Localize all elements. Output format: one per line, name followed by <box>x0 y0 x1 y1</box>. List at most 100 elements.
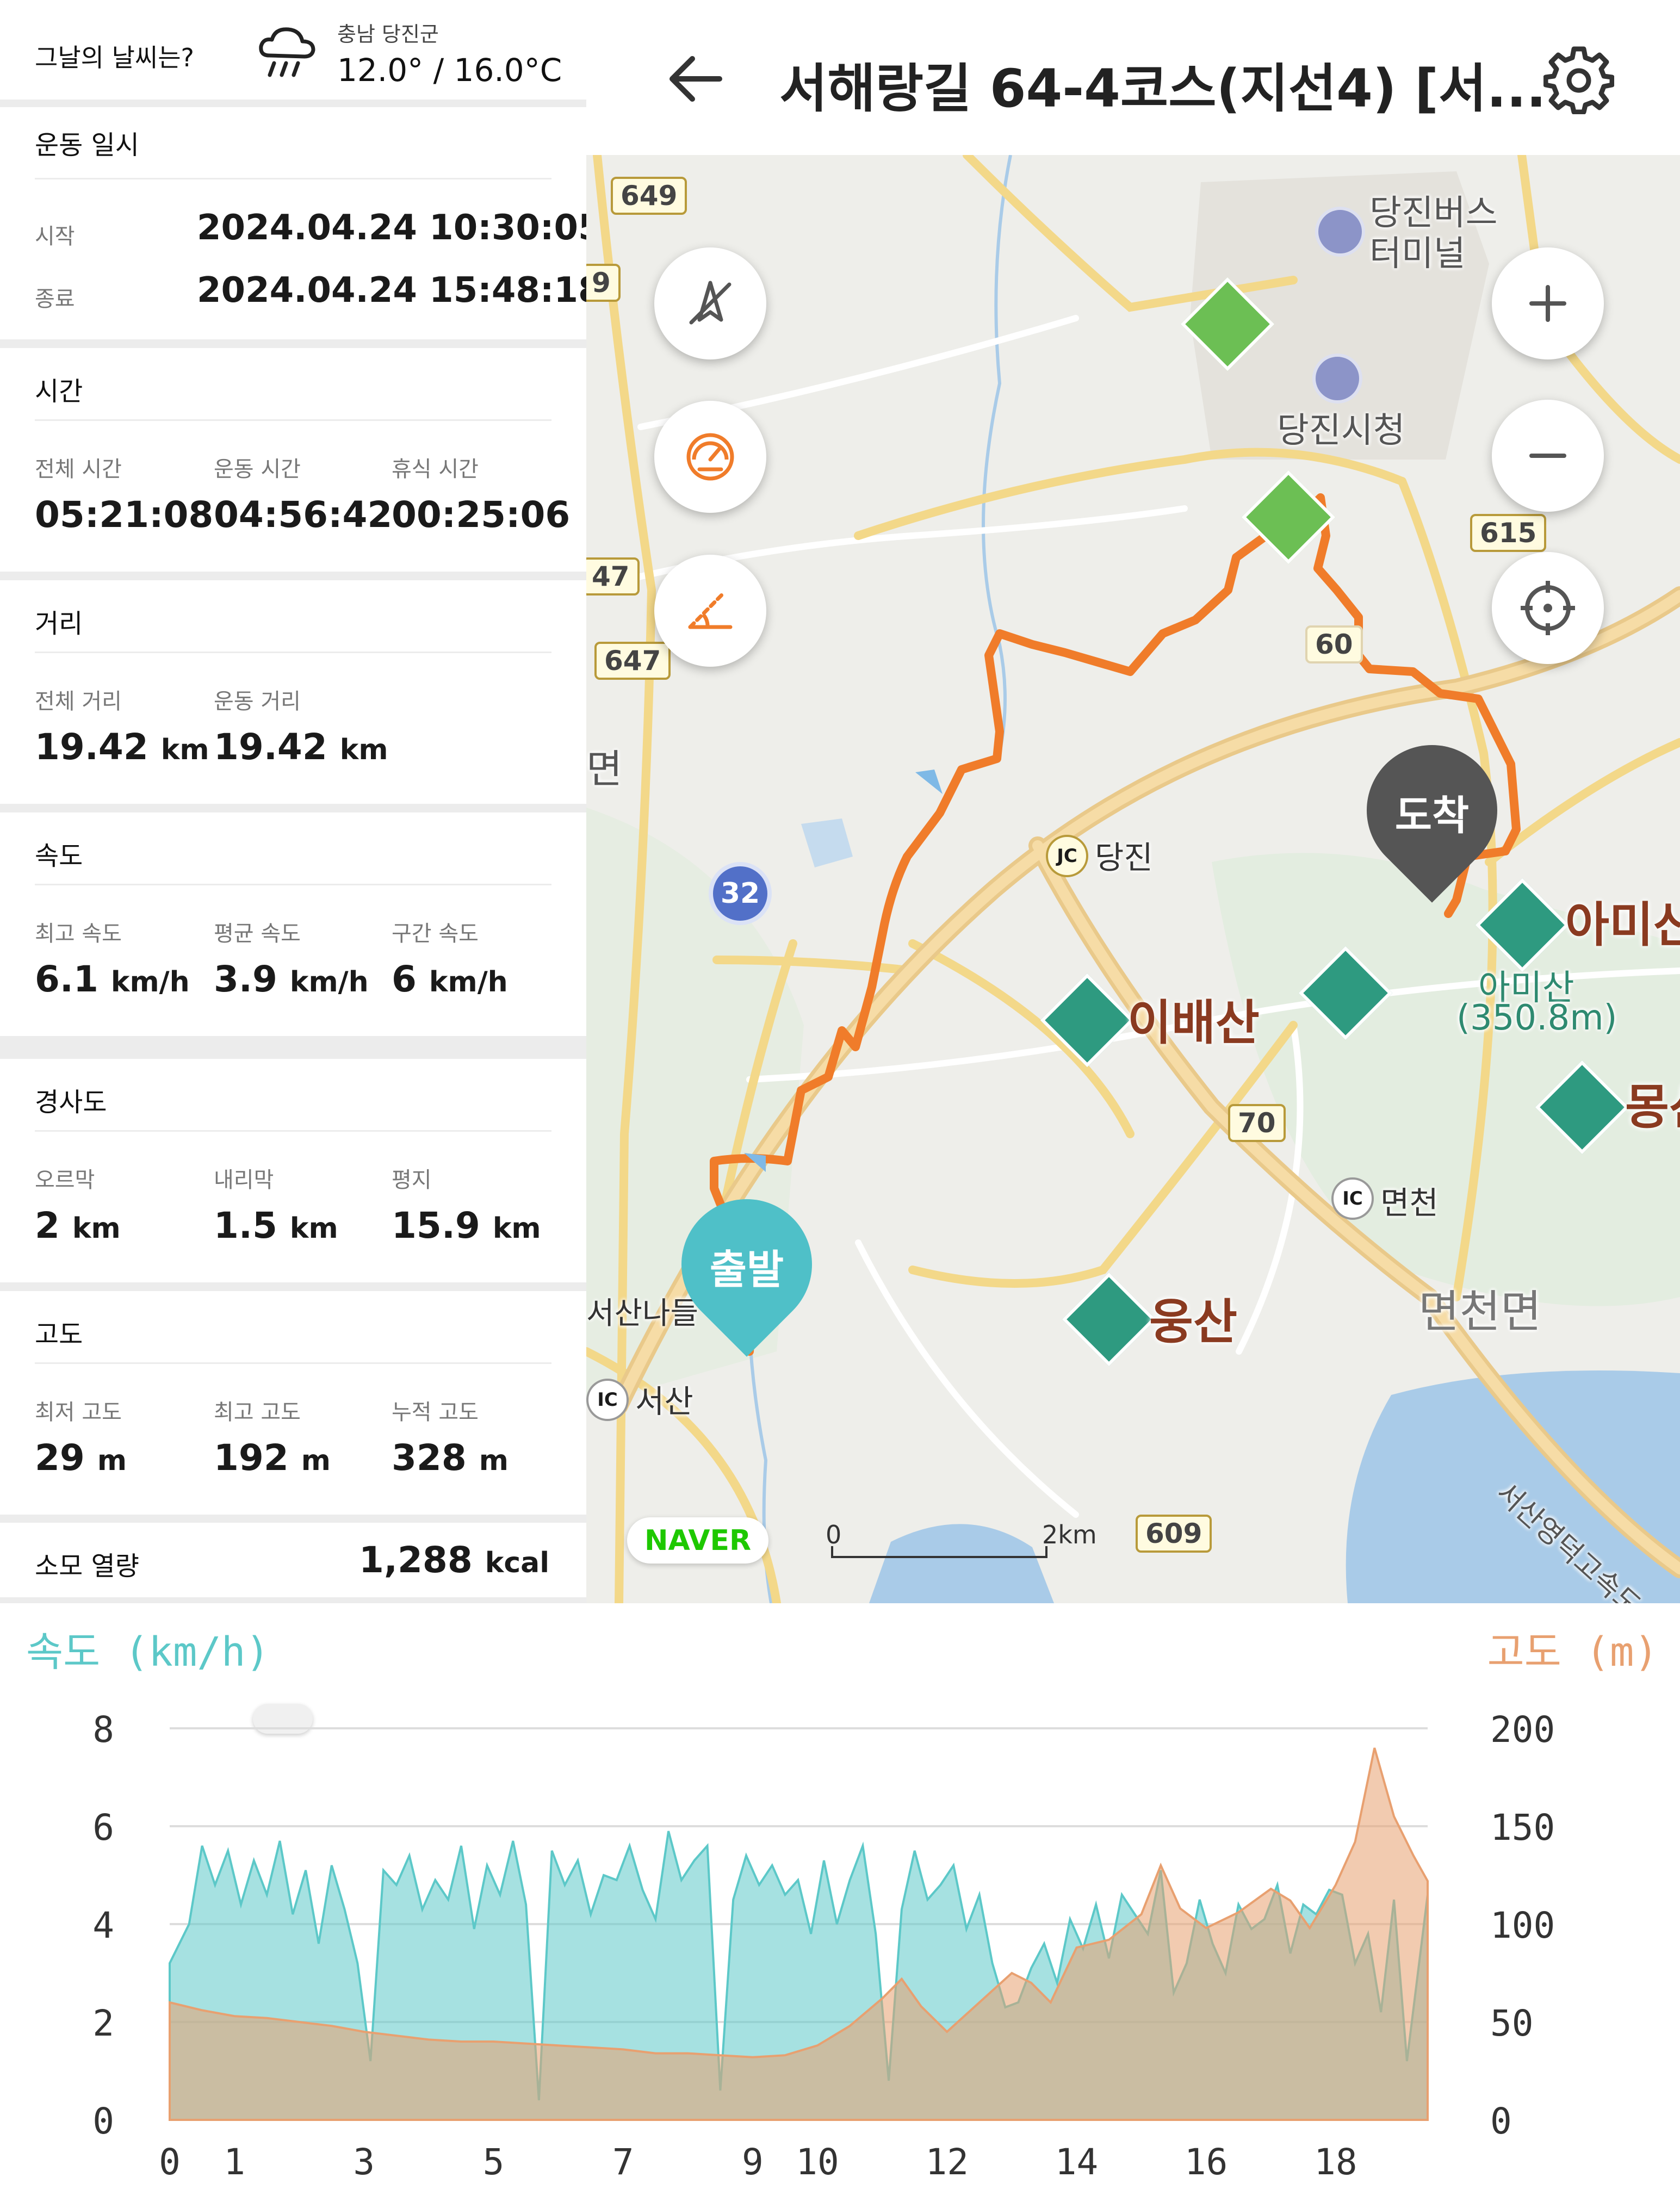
downhill-value: 1.5 km <box>214 1205 338 1246</box>
distance-title: 거리 <box>35 609 83 639</box>
mountain-amisan-sub: 아미산 <box>1478 968 1574 1008</box>
altitude-series-area <box>169 1747 1429 2121</box>
speedometer-icon <box>686 433 734 481</box>
cumulative-altitude-label: 누적 고도 <box>392 1400 479 1425</box>
x-tick-label: 1 <box>224 2141 245 2183</box>
max-speed-label: 최고 속도 <box>35 921 122 946</box>
moving-time-label: 운동 시간 <box>214 457 301 482</box>
zoom-out-button[interactable] <box>1492 400 1604 512</box>
altitude-title: 고도 <box>35 1319 83 1350</box>
weather-label: 그날의 날씨는? <box>35 43 194 72</box>
flat-label: 평지 <box>392 1168 432 1193</box>
place-dangjin: 당진 <box>1095 839 1153 876</box>
total-distance-label: 전체 거리 <box>35 689 122 714</box>
place-seosan: 서산 <box>635 1383 693 1420</box>
altitude-tick-label: 50 <box>1490 2002 1533 2044</box>
road-badge: 70 <box>1228 1104 1286 1142</box>
map-header: 서해랑길 64-4코스(지선4) [서... <box>586 0 1680 155</box>
speed-tick-label: 2 <box>92 2002 114 2044</box>
mountain-ungsan: 웅산 <box>1149 1294 1237 1350</box>
stats-panel: 그날의 날씨는? 충남 당진군 12.0° / 16.0°C 운동 일시 시작 … <box>0 0 603 1603</box>
locate-button[interactable] <box>1492 552 1604 664</box>
locate-icon <box>1521 581 1575 635</box>
calories-card: 소모 열량 1,288 kcal <box>0 1523 586 1597</box>
route-map[interactable]: 649 9 47 647 32 615 60 70 609 JC 당진 IC 면… <box>586 155 1680 1603</box>
road-badge: 615 <box>1470 514 1547 552</box>
calories-label: 소모 열량 <box>35 1551 139 1581</box>
end-label: 종료 <box>35 287 75 312</box>
mountain-ibaesan: 이배산 <box>1127 995 1260 1051</box>
road-badge: 649 <box>611 177 687 215</box>
x-tick-label: 12 <box>926 2141 969 2183</box>
compass-off-button[interactable] <box>654 247 766 359</box>
x-tick-label: 9 <box>742 2141 764 2183</box>
start-value: 2024.04.24 10:30:05 <box>197 208 603 248</box>
segment-speed-value: 6 km/h <box>392 958 508 1000</box>
road-badge: 9 <box>586 264 621 302</box>
total-time-label: 전체 시간 <box>35 457 122 482</box>
zoom-out-icon <box>1529 454 1566 458</box>
mountain-amisan: 아미산 <box>1565 897 1680 953</box>
x-tick-label: 3 <box>353 2141 375 2183</box>
x-tick-label: 16 <box>1185 2141 1228 2183</box>
speed-axis-label: 속도 (km/h) <box>26 1629 270 1676</box>
place-myeon-partial: 면 <box>586 746 623 792</box>
page-title: 서해랑길 64-4코스(지선4) [서... <box>779 58 1546 119</box>
avg-speed-label: 평균 속도 <box>214 921 301 946</box>
speed-title: 속도 <box>35 841 83 871</box>
bus-icon <box>1315 207 1365 257</box>
back-arrow-icon[interactable] <box>662 49 728 109</box>
place-myeoncheon-myeon: 면천면 <box>1418 1286 1542 1338</box>
slope-button[interactable] <box>654 555 766 667</box>
x-tick-label: 18 <box>1314 2141 1357 2183</box>
weather-temperature: 12.0° / 16.0°C <box>337 52 562 89</box>
mountain-amisan-height: (350.8m) <box>1456 998 1617 1038</box>
zoom-in-button[interactable] <box>1492 247 1604 359</box>
time-title: 시간 <box>35 376 83 407</box>
x-tick-label: 0 <box>159 2141 181 2183</box>
calories-value: 1,288 kcal <box>359 1539 550 1581</box>
moving-distance-label: 운동 거리 <box>214 689 301 714</box>
datetime-card: 운동 일시 시작 2024.04.24 10:30:05 종료 2024.04.… <box>0 107 603 339</box>
speed-card: 속도 최고 속도 6.1 km/h 평균 속도 3.9 km/h 구간 속도 6… <box>0 812 586 1036</box>
x-tick-label: 5 <box>483 2141 505 2183</box>
min-altitude-value: 29 m <box>35 1437 127 1479</box>
road-badge: 609 <box>1136 1515 1212 1553</box>
gear-icon[interactable] <box>1543 44 1614 114</box>
altitude-tick-label: 200 <box>1490 1709 1555 1751</box>
rest-time-label: 휴식 시간 <box>392 457 479 482</box>
min-altitude-label: 최저 고도 <box>35 1400 122 1425</box>
uphill-label: 오르막 <box>35 1168 95 1193</box>
flat-value: 15.9 km <box>392 1205 541 1246</box>
altitude-card: 고도 최저 고도 29 m 최고 고도 192 m 누적 고도 328 m <box>0 1291 586 1515</box>
place-bus-terminal-2: 터미널 <box>1369 234 1466 274</box>
start-label: 시작 <box>35 224 75 249</box>
ic-badge: IC <box>1331 1177 1374 1220</box>
scale-bar <box>831 1546 1047 1558</box>
slope-icon <box>688 591 733 629</box>
divider <box>35 178 551 179</box>
max-altitude-label: 최고 고도 <box>214 1400 301 1425</box>
jc-badge: JC <box>1046 835 1088 877</box>
total-time-value: 05:21:08 <box>35 494 214 536</box>
max-altitude-value: 192 m <box>214 1437 331 1479</box>
zoom-in-icon <box>1529 285 1566 322</box>
time-card: 시간 전체 시간 05:21:08 운동 시간 04:56:42 휴식 시간 0… <box>0 348 586 572</box>
max-speed-value: 6.1 km/h <box>35 958 190 1000</box>
ic-badge: IC <box>586 1379 629 1421</box>
scale-zero: 0 <box>826 1520 842 1549</box>
weather-card: 그날의 날씨는? 충남 당진군 12.0° / 16.0°C <box>0 0 586 100</box>
divider <box>35 652 551 653</box>
speed-button[interactable] <box>654 401 766 513</box>
direction-arrow <box>915 770 943 794</box>
speed-altitude-chart: 속도 (km/h) 고도 (m) 8 6 4 2 0 200 150 100 50 0 0 1 3 5 7 9… <box>0 1603 1680 2202</box>
place-bus-terminal: 당진버스 <box>1369 193 1498 233</box>
moving-distance-value: 19.42 km <box>214 726 388 768</box>
slope-card: 경사도 오르막 2 km 내리막 1.5 km 평지 15.9 km <box>0 1059 586 1282</box>
rest-time-value: 00:25:06 <box>392 494 571 536</box>
place-city-hall: 당진시청 <box>1277 411 1405 451</box>
segment-speed-label: 구간 속도 <box>392 921 479 946</box>
chart-plot: 8 6 4 2 0 200 150 100 50 0 0 1 3 5 7 9 10 12 14 16 18 <box>92 1709 1555 2183</box>
road-badge: 47 <box>586 557 640 596</box>
end-marker-label: 도착 <box>1394 792 1470 839</box>
